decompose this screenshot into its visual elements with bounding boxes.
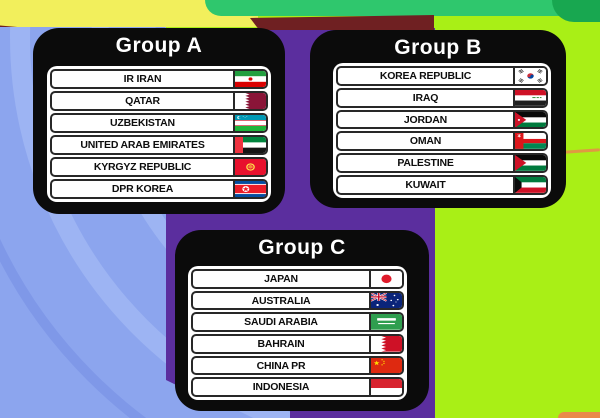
- team-row: SAUDI ARABIA: [191, 312, 404, 333]
- team-row: DPR KOREA: [50, 179, 268, 199]
- flag-australia-icon: [369, 292, 402, 309]
- team-name: OMAN: [409, 135, 442, 148]
- team-row: BAHRAIN: [191, 334, 404, 354]
- flag-japan-icon: [369, 271, 402, 287]
- team-name: QATAR: [125, 95, 160, 107]
- group-a-panel: Group A IR IRAN QATAR UZBEKISTAN UNITED ARA…: [33, 28, 285, 214]
- team-row: JORDAN: [336, 109, 548, 130]
- team-row: CHINA PR: [191, 355, 404, 376]
- team-row: UZBEKISTAN: [50, 113, 268, 133]
- team-row: INDONESIA: [191, 377, 404, 398]
- flag-indonesia-icon: [369, 379, 402, 396]
- team-name: PALESTINE: [397, 157, 454, 170]
- flag-jordan-icon: [513, 111, 546, 128]
- group-c-team-list: JAPAN AUSTRALIA SAUDI ARABIA BAHRAIN CHINA P…: [188, 266, 407, 400]
- group-c-title: Group C: [258, 236, 346, 259]
- group-a-title: Group A: [115, 34, 203, 57]
- flag-china-icon: [369, 357, 402, 374]
- bg-maroon-band: [250, 15, 434, 30]
- team-name: SAUDI ARABIA: [244, 316, 318, 329]
- group-b-team-list: KOREA REPUBLIC IRAQ JORDAN OMAN PALESTINE KUW…: [333, 63, 551, 198]
- team-name: JAPAN: [264, 272, 298, 285]
- team-row: JAPAN: [191, 269, 404, 289]
- bg-orange-corner: [558, 412, 600, 418]
- flag-uzbekistan-icon: [233, 115, 266, 131]
- flag-iraq-icon: [513, 89, 546, 106]
- team-name: INDONESIA: [252, 381, 310, 394]
- group-c-panel: Group C JAPAN AUSTRALIA SAUDI ARABIA BAHRAI…: [175, 230, 429, 411]
- team-row: AUSTRALIA: [191, 290, 404, 311]
- team-name: KYRGYZ REPUBLIC: [93, 161, 192, 173]
- team-name: JORDAN: [403, 113, 448, 126]
- team-row: OMAN: [336, 131, 548, 152]
- group-b-panel: Group B KOREA REPUBLIC IRAQ JORDAN OMAN PALE…: [310, 30, 566, 208]
- team-row: PALESTINE: [336, 153, 548, 174]
- flag-bahrain-icon: [369, 336, 402, 352]
- flag-kyrgyzstan-icon: [233, 159, 266, 175]
- flag-palestine-icon: [513, 155, 546, 172]
- flag-korea-republic-icon: [513, 68, 546, 84]
- team-name: DPR KOREA: [111, 183, 174, 195]
- flag-qatar-icon: [233, 93, 266, 109]
- team-name: CHINA PR: [256, 359, 306, 372]
- team-name: BAHRAIN: [257, 337, 305, 350]
- team-name: UZBEKISTAN: [110, 117, 175, 129]
- flag-oman-icon: [513, 133, 546, 150]
- team-row: QATAR: [50, 91, 268, 111]
- team-name: IRAQ: [412, 91, 439, 104]
- team-name: IR IRAN: [123, 73, 162, 85]
- bg-dark-green-corner: [552, 0, 600, 22]
- flag-kuwait-icon: [513, 177, 546, 193]
- team-row: KUWAIT: [336, 175, 548, 195]
- group-a-team-list: IR IRAN QATAR UZBEKISTAN UNITED ARAB EMIRAT…: [47, 66, 271, 202]
- group-b-title: Group B: [394, 36, 482, 59]
- team-name: KUWAIT: [405, 179, 446, 192]
- flag-saudi-arabia-icon: [369, 314, 402, 331]
- flag-iran-icon: [233, 71, 266, 87]
- bg-green-top-band: [205, 0, 600, 16]
- team-name: KOREA REPUBLIC: [379, 69, 472, 82]
- team-row: IR IRAN: [50, 69, 268, 89]
- team-row: IRAQ: [336, 87, 548, 108]
- team-row: KYRGYZ REPUBLIC: [50, 157, 268, 177]
- flag-uae-icon: [233, 137, 266, 153]
- team-row: UNITED ARAB EMIRATES: [50, 135, 268, 155]
- team-row: KOREA REPUBLIC: [336, 66, 548, 86]
- team-name: UNITED ARAB EMIRATES: [80, 139, 205, 151]
- team-name: AUSTRALIA: [251, 294, 311, 307]
- flag-dpr-korea-icon: [233, 181, 266, 197]
